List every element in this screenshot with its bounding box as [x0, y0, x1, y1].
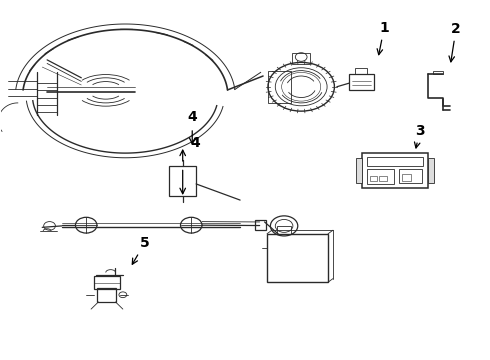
Bar	[97, 288, 116, 302]
Bar	[367, 157, 423, 166]
Bar	[94, 276, 121, 289]
Bar	[355, 68, 367, 74]
Text: 4: 4	[190, 136, 200, 150]
Text: 3: 3	[415, 123, 425, 148]
Bar	[379, 176, 387, 181]
Bar	[255, 220, 266, 230]
Bar	[349, 74, 373, 90]
Bar	[367, 169, 394, 184]
Bar	[433, 71, 443, 74]
Bar	[292, 53, 311, 64]
Bar	[402, 174, 411, 181]
Bar	[267, 234, 328, 282]
Bar	[369, 176, 377, 181]
Text: 5: 5	[132, 236, 150, 264]
Text: 2: 2	[449, 22, 461, 62]
Bar	[356, 158, 362, 183]
Bar	[268, 71, 291, 103]
Text: 1: 1	[377, 21, 389, 55]
Bar	[277, 226, 292, 234]
Bar	[362, 153, 428, 188]
Bar	[399, 169, 422, 183]
Bar	[428, 158, 434, 183]
Text: 4: 4	[187, 111, 197, 125]
Bar	[169, 166, 196, 196]
